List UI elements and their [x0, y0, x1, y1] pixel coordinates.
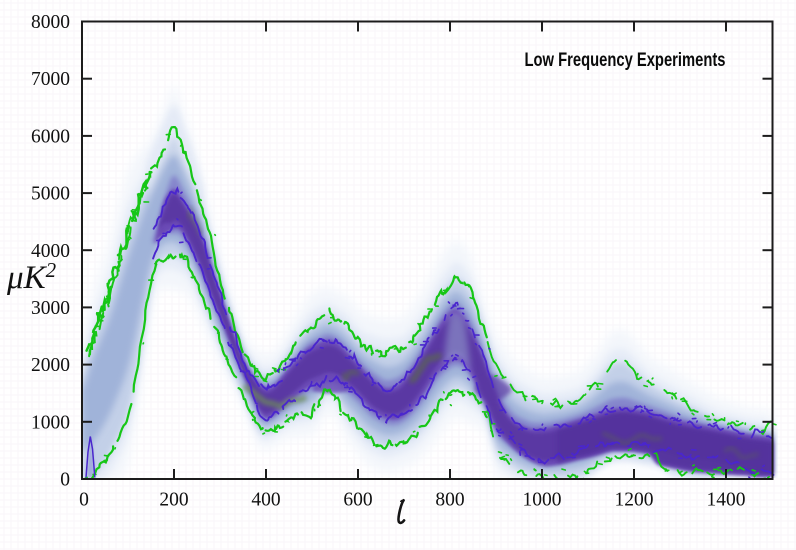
svg-text:200: 200 — [159, 490, 188, 511]
svg-text:1200: 1200 — [615, 490, 654, 511]
svg-text:400: 400 — [251, 490, 280, 511]
svg-text:Low Frequency Experiments: Low Frequency Experiments — [525, 49, 726, 71]
svg-text:0: 0 — [79, 490, 89, 511]
svg-text:8000: 8000 — [31, 12, 70, 33]
svg-text:1000: 1000 — [31, 412, 70, 433]
svg-text:1000: 1000 — [523, 490, 562, 511]
svg-text:0: 0 — [60, 470, 70, 491]
svg-text:5000: 5000 — [31, 184, 70, 205]
svg-text:6000: 6000 — [31, 126, 70, 147]
svg-text:1400: 1400 — [707, 490, 746, 511]
svg-text:4000: 4000 — [31, 241, 70, 262]
svg-text:7000: 7000 — [31, 69, 70, 90]
svg-text:600: 600 — [343, 490, 372, 511]
svg-text:800: 800 — [435, 490, 464, 511]
svg-text:2000: 2000 — [31, 355, 70, 376]
svg-text:3000: 3000 — [31, 298, 70, 319]
